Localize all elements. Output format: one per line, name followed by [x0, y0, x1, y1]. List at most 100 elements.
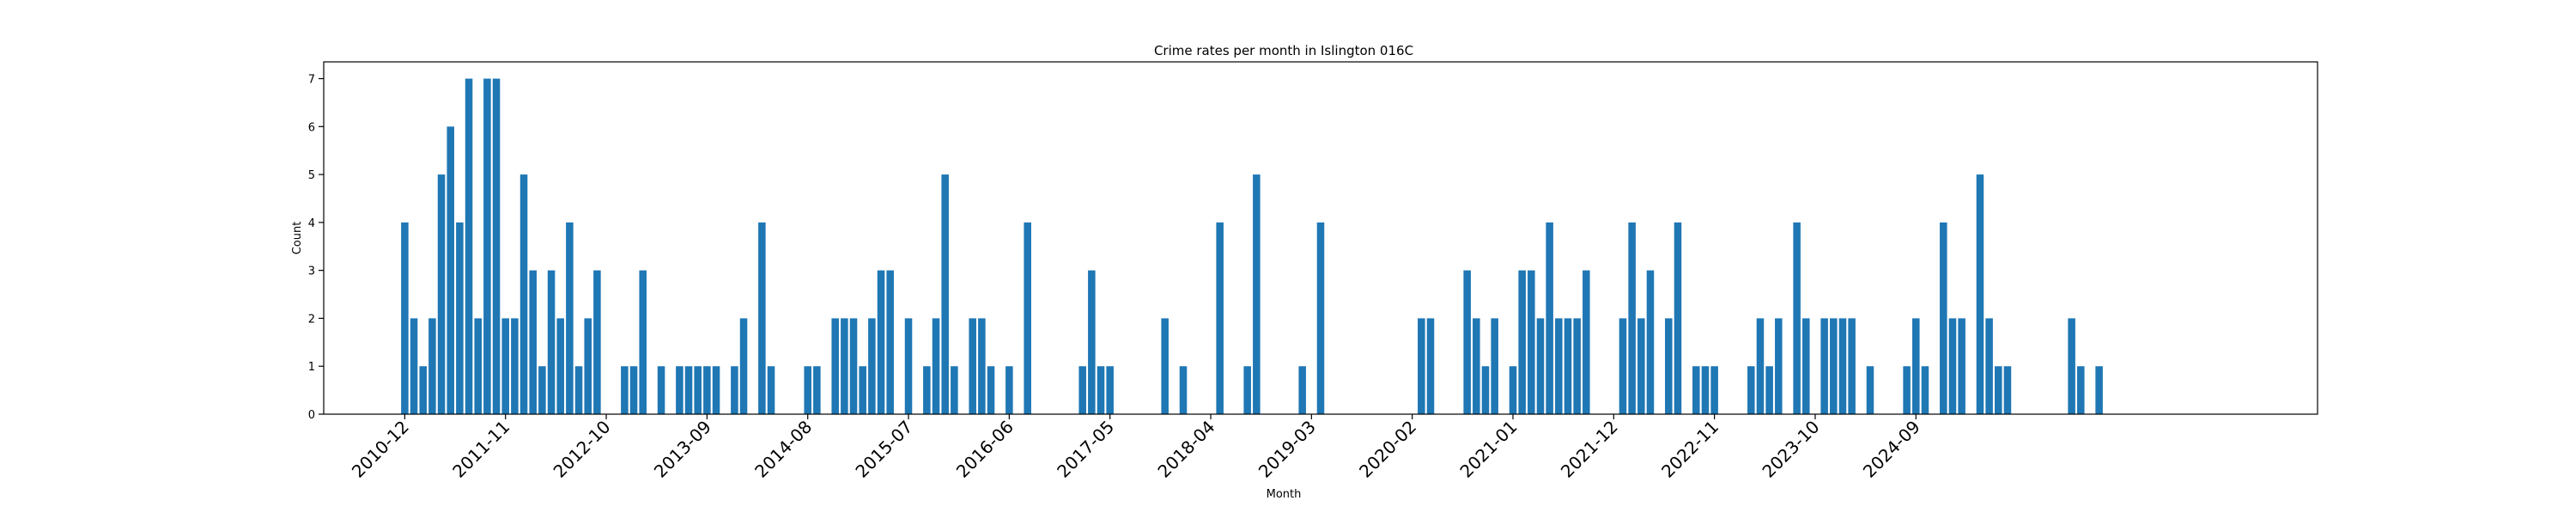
bar — [1179, 366, 1188, 414]
bar — [1775, 318, 1783, 414]
x-tick-label: 2021-12 — [1557, 417, 1622, 482]
bar — [813, 366, 821, 414]
bars-group — [401, 78, 2103, 415]
bar — [1820, 318, 1828, 414]
bar — [804, 366, 811, 414]
chart-title: Crime rates per month in Islington 016C — [1154, 43, 1413, 58]
bar — [1921, 366, 1929, 414]
x-tick-label: 2012-10 — [550, 417, 615, 482]
bar — [401, 222, 409, 414]
bar — [1628, 222, 1636, 414]
bar — [474, 318, 482, 414]
bar — [1692, 366, 1700, 414]
bar — [1848, 318, 1856, 414]
bar — [1573, 318, 1581, 414]
bar — [932, 318, 940, 414]
bar — [1674, 222, 1682, 414]
bar — [410, 318, 418, 414]
bar — [1665, 318, 1673, 414]
bar — [731, 366, 738, 414]
bar — [1253, 174, 1261, 414]
bar — [1216, 222, 1224, 414]
bar — [2077, 366, 2085, 414]
bar — [501, 318, 509, 414]
bar — [2003, 366, 2012, 414]
bar — [529, 270, 537, 414]
bar — [676, 366, 683, 414]
bar — [1243, 366, 1251, 414]
y-axis: 0 1 2 3 4 5 6 7 — [308, 74, 324, 422]
bar — [1106, 366, 1114, 414]
bar — [1701, 366, 1710, 414]
y-tick-label: 1 — [308, 361, 315, 374]
x-tick-label: 2019-03 — [1255, 417, 1320, 482]
bar — [1866, 366, 1874, 414]
bar — [1518, 270, 1526, 414]
bar — [923, 366, 931, 414]
bar — [712, 366, 720, 414]
bar — [1536, 318, 1545, 414]
bar — [1912, 318, 1920, 414]
bar — [547, 270, 556, 414]
x-tick-label: 2011-11 — [448, 417, 513, 482]
bar — [904, 318, 913, 414]
bar — [1298, 366, 1306, 414]
bar — [1564, 318, 1572, 414]
bar — [511, 318, 519, 414]
plot-frame — [323, 61, 2318, 415]
bar — [1481, 366, 1490, 414]
bar — [1473, 318, 1480, 414]
bar — [739, 318, 748, 414]
bar — [1995, 366, 2002, 414]
bar — [419, 366, 427, 414]
x-tick-label: 2022-11 — [1657, 417, 1722, 482]
x-tick-label: 2015-07 — [851, 417, 916, 482]
x-tick-label: 2010-12 — [348, 417, 413, 482]
bar — [1747, 366, 1755, 414]
y-tick-label: 0 — [308, 409, 315, 422]
y-tick-label: 7 — [308, 74, 315, 87]
bar — [1528, 270, 1535, 414]
bar — [1005, 366, 1013, 414]
bar — [1838, 318, 1847, 414]
bar — [767, 366, 775, 414]
bar — [1940, 222, 1947, 414]
bar — [657, 366, 665, 414]
bar — [584, 318, 592, 414]
bar — [1583, 270, 1590, 414]
bar — [1802, 318, 1810, 414]
bar — [1491, 318, 1498, 414]
x-tick-label: 2017-05 — [1053, 417, 1118, 482]
y-tick-label: 5 — [308, 169, 315, 182]
bar — [492, 78, 501, 415]
bar — [456, 222, 464, 414]
bar — [886, 270, 894, 414]
bar — [1426, 318, 1435, 414]
bar — [437, 174, 446, 414]
bar — [428, 318, 436, 414]
bar — [1509, 366, 1517, 414]
x-tick-label: 2014-08 — [750, 417, 816, 482]
bar — [1088, 270, 1096, 414]
bar — [1710, 366, 1718, 414]
bar — [841, 318, 848, 414]
bar — [1830, 318, 1838, 414]
bar — [1418, 318, 1425, 414]
bar — [566, 222, 574, 414]
bar — [556, 318, 564, 414]
x-tick-label: 2018-04 — [1153, 417, 1218, 482]
bar — [1985, 318, 1993, 414]
x-tick-label: 2021-01 — [1455, 417, 1521, 482]
bar — [538, 366, 546, 414]
x-tick-label: 2023-10 — [1758, 417, 1823, 482]
bar — [969, 318, 976, 414]
bar — [574, 366, 583, 414]
y-tick-label: 2 — [308, 313, 315, 326]
bar — [941, 174, 949, 414]
bar — [1024, 222, 1031, 414]
bar — [1793, 222, 1801, 414]
bar — [447, 126, 454, 414]
x-axis-label: Month — [1267, 488, 1302, 501]
